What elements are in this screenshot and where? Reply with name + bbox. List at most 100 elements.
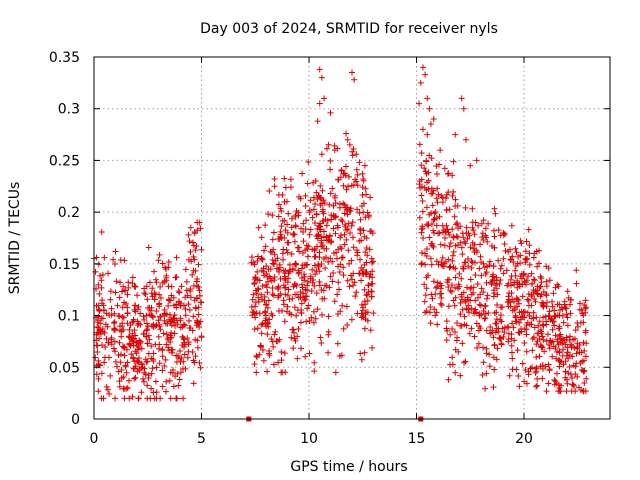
- data-point: [269, 285, 276, 292]
- data-point: [444, 327, 451, 334]
- data-point: [495, 227, 502, 234]
- data-point: [275, 284, 282, 291]
- data-point: [581, 379, 588, 386]
- data-point: [304, 287, 311, 294]
- data-point: [189, 271, 196, 278]
- data-point: [536, 335, 543, 342]
- data-point: [416, 214, 423, 221]
- data-point: [305, 158, 312, 165]
- data-point: [507, 299, 514, 306]
- data-point: [344, 136, 351, 143]
- data-point: [123, 369, 130, 376]
- data-point: [583, 375, 590, 382]
- data-point: [298, 310, 305, 317]
- data-point: [478, 220, 485, 227]
- data-point: [337, 234, 344, 241]
- data-point: [261, 247, 268, 254]
- data-point: [515, 373, 522, 380]
- data-point: [493, 356, 500, 363]
- data-point: [345, 220, 352, 227]
- data-point: [505, 248, 512, 255]
- data-point: [153, 389, 160, 396]
- data-point: [127, 342, 134, 349]
- data-point: [263, 263, 270, 270]
- data-point: [305, 302, 312, 309]
- data-point: [474, 281, 481, 288]
- data-point: [287, 176, 294, 183]
- data-point: [557, 331, 564, 338]
- data-point: [307, 226, 314, 233]
- data-point: [149, 365, 156, 372]
- data-point: [311, 359, 318, 366]
- data-point: [296, 193, 303, 200]
- data-point: [290, 345, 297, 352]
- data-point: [144, 304, 151, 311]
- data-point: [153, 364, 160, 371]
- data-point: [266, 348, 273, 355]
- data-point: [507, 276, 514, 283]
- data-point: [269, 256, 276, 263]
- data-point: [173, 359, 180, 366]
- data-point: [423, 308, 430, 315]
- data-point: [278, 348, 285, 355]
- data-point: [119, 288, 126, 295]
- data-point: [452, 369, 459, 376]
- data-point: [418, 183, 425, 190]
- data-point: [517, 252, 524, 259]
- data-point: [473, 157, 480, 164]
- data-point: [191, 256, 198, 263]
- data-point: [529, 280, 536, 287]
- data-point: [458, 275, 465, 282]
- data-point: [480, 344, 487, 351]
- data-point: [176, 289, 183, 296]
- chart-title: Day 003 of 2024, SRMTID for receiver nyl…: [200, 21, 498, 37]
- data-point: [340, 200, 347, 207]
- data-point: [190, 253, 197, 260]
- data-point: [129, 330, 136, 337]
- data-point: [196, 323, 203, 330]
- data-point: [300, 238, 307, 245]
- data-point: [312, 271, 319, 278]
- data-point: [580, 339, 587, 346]
- data-point: [434, 185, 441, 192]
- data-point: [469, 205, 476, 212]
- data-point: [173, 274, 180, 281]
- data-point: [524, 255, 531, 262]
- data-point: [152, 276, 159, 283]
- data-point: [306, 231, 313, 238]
- data-point: [363, 292, 370, 299]
- data-point: [493, 280, 500, 287]
- data-point: [94, 329, 101, 336]
- data-point: [425, 177, 432, 184]
- data-point: [356, 159, 363, 166]
- data-point: [254, 325, 261, 332]
- data-point: [132, 374, 139, 381]
- data-point: [334, 224, 341, 231]
- data-point: [495, 257, 502, 264]
- data-point: [564, 344, 571, 351]
- data-point: [344, 321, 351, 328]
- data-point: [124, 359, 131, 366]
- data-point: [552, 345, 559, 352]
- data-point: [165, 344, 172, 351]
- data-point: [562, 374, 569, 381]
- data-point: [145, 372, 152, 379]
- data-point: [556, 307, 563, 314]
- data-point: [341, 201, 348, 208]
- data-point: [171, 315, 178, 322]
- data-point: [537, 342, 544, 349]
- data-point: [429, 240, 436, 247]
- data-point: [354, 252, 361, 259]
- data-point: [467, 244, 474, 251]
- data-point: [186, 238, 193, 245]
- data-point: [152, 378, 159, 385]
- data-point: [438, 294, 445, 301]
- data-point: [363, 259, 370, 266]
- data-point: [559, 336, 566, 343]
- data-point: [297, 345, 304, 352]
- data-point: [443, 191, 450, 198]
- data-point: [424, 95, 431, 102]
- data-point: [198, 299, 205, 306]
- data-point: [423, 253, 430, 260]
- data-point: [131, 327, 138, 334]
